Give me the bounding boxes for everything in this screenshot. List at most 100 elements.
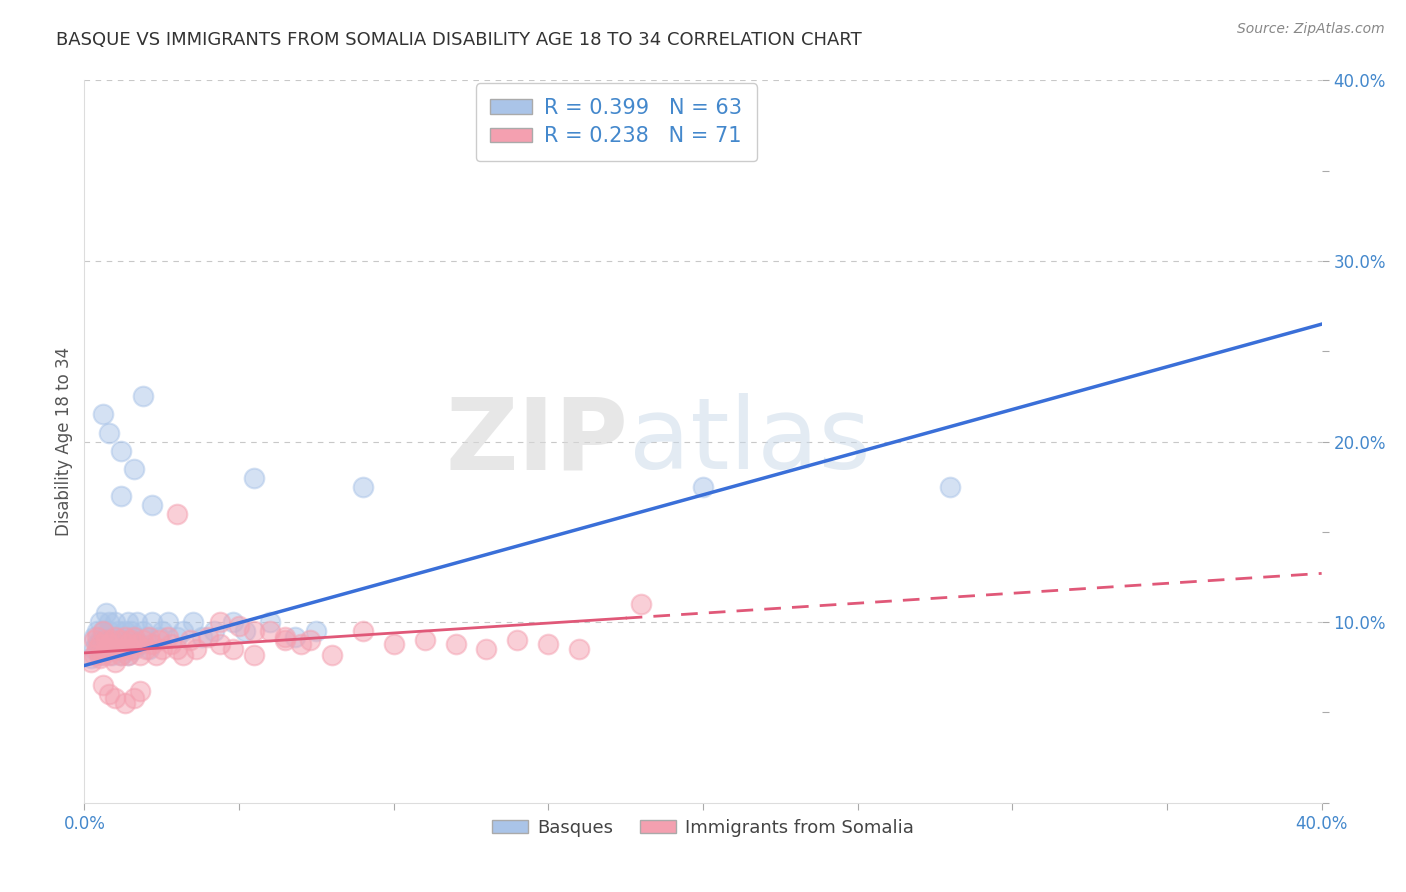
Text: Source: ZipAtlas.com: Source: ZipAtlas.com — [1237, 22, 1385, 37]
Point — [104, 630, 127, 644]
Point — [114, 642, 136, 657]
Point — [125, 615, 148, 630]
Point — [104, 691, 127, 706]
Text: BASQUE VS IMMIGRANTS FROM SOMALIA DISABILITY AGE 18 TO 34 CORRELATION CHART: BASQUE VS IMMIGRANTS FROM SOMALIA DISABI… — [56, 31, 862, 49]
Point — [114, 637, 136, 651]
Point — [91, 624, 114, 639]
Point — [98, 637, 121, 651]
Point — [110, 633, 132, 648]
Point — [89, 648, 111, 662]
Point — [630, 597, 652, 611]
Point — [156, 615, 179, 630]
Point — [197, 630, 219, 644]
Point — [120, 642, 142, 657]
Point — [120, 624, 142, 639]
Point — [110, 648, 132, 662]
Point — [132, 624, 155, 639]
Point — [145, 648, 167, 662]
Point — [321, 648, 343, 662]
Point — [209, 615, 232, 630]
Point — [101, 648, 124, 662]
Point — [122, 630, 145, 644]
Point — [117, 637, 139, 651]
Point — [89, 633, 111, 648]
Point — [166, 507, 188, 521]
Point — [382, 637, 405, 651]
Point — [94, 606, 117, 620]
Point — [91, 637, 114, 651]
Point — [104, 630, 127, 644]
Point — [305, 624, 328, 639]
Text: ZIP: ZIP — [446, 393, 628, 490]
Point — [352, 480, 374, 494]
Point — [138, 642, 160, 657]
Point — [299, 633, 322, 648]
Point — [172, 624, 194, 639]
Point — [98, 615, 121, 630]
Point — [117, 648, 139, 662]
Point — [141, 637, 163, 651]
Point — [125, 637, 148, 651]
Point — [86, 624, 108, 639]
Point — [222, 615, 245, 630]
Point — [141, 498, 163, 512]
Point — [129, 637, 152, 651]
Point — [475, 642, 498, 657]
Point — [91, 648, 114, 662]
Point — [94, 633, 117, 648]
Point — [290, 637, 312, 651]
Point — [114, 697, 136, 711]
Point — [83, 630, 105, 644]
Point — [117, 648, 139, 662]
Point — [98, 637, 121, 651]
Point — [101, 633, 124, 648]
Point — [86, 637, 108, 651]
Point — [413, 633, 436, 648]
Point — [104, 615, 127, 630]
Point — [79, 655, 101, 669]
Point — [98, 624, 121, 639]
Point — [148, 630, 170, 644]
Point — [86, 630, 108, 644]
Point — [568, 642, 591, 657]
Point — [181, 615, 204, 630]
Point — [284, 630, 307, 644]
Point — [83, 642, 105, 657]
Point — [83, 633, 105, 648]
Point — [129, 683, 152, 698]
Point — [129, 648, 152, 662]
Point — [107, 624, 129, 639]
Point — [191, 630, 214, 644]
Point — [104, 642, 127, 657]
Point — [243, 624, 266, 639]
Point — [83, 648, 105, 662]
Point — [89, 651, 111, 665]
Point — [274, 633, 297, 648]
Point — [243, 471, 266, 485]
Point — [506, 633, 529, 648]
Point — [101, 633, 124, 648]
Point — [172, 648, 194, 662]
Point — [110, 633, 132, 648]
Point — [132, 633, 155, 648]
Point — [89, 637, 111, 651]
Point — [132, 389, 155, 403]
Point — [94, 642, 117, 657]
Point — [101, 642, 124, 657]
Point — [259, 624, 281, 639]
Point — [89, 615, 111, 630]
Point — [160, 637, 183, 651]
Point — [110, 648, 132, 662]
Point — [94, 630, 117, 644]
Point — [135, 630, 157, 644]
Point — [209, 637, 232, 651]
Point — [98, 687, 121, 701]
Point — [122, 691, 145, 706]
Text: atlas: atlas — [628, 393, 870, 490]
Point — [141, 615, 163, 630]
Point — [79, 651, 101, 665]
Point — [156, 630, 179, 644]
Point — [148, 633, 170, 648]
Point — [228, 619, 250, 633]
Point — [939, 480, 962, 494]
